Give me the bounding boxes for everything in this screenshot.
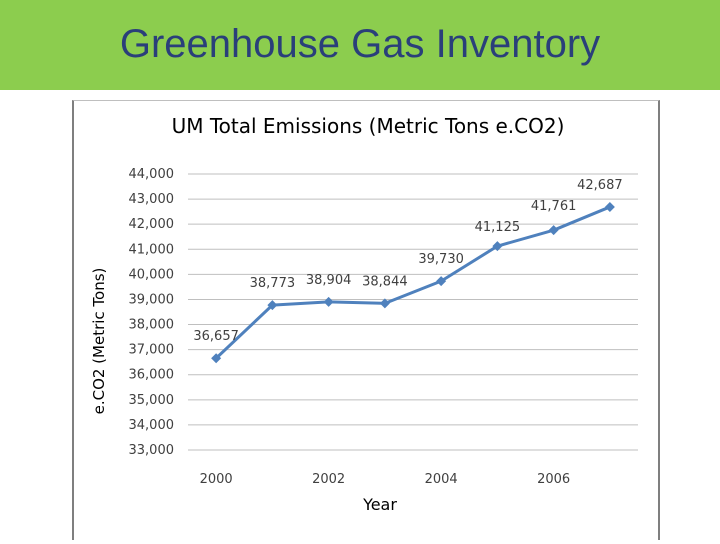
data-points	[211, 201, 615, 364]
y-tick-label: 42,000	[129, 217, 175, 232]
data-label: 41,761	[531, 199, 577, 214]
data-label: 38,773	[250, 276, 296, 291]
data-label: 38,844	[362, 274, 408, 289]
data-point-marker	[604, 201, 615, 212]
chart-title: UM Total Emissions (Metric Tons e.CO2)	[172, 114, 565, 138]
y-tick-label: 41,000	[129, 242, 175, 257]
y-tick-label: 33,000	[129, 443, 175, 458]
y-tick-label: 36,000	[129, 368, 175, 383]
gridlines	[188, 173, 638, 451]
x-tick-label: 2006	[537, 472, 570, 487]
data-point-marker	[492, 241, 503, 252]
x-tick-label: 2000	[200, 472, 233, 487]
data-point-marker	[379, 298, 390, 309]
y-tick-label: 38,000	[129, 318, 175, 333]
y-tick-label: 34,000	[129, 418, 175, 433]
x-tick-label: 2004	[425, 472, 458, 487]
data-point-marker	[323, 296, 334, 307]
x-tick-labels: 2000 2002 2004 2006	[200, 472, 571, 487]
data-label: 42,687	[577, 178, 623, 193]
data-label: 39,730	[418, 252, 464, 267]
x-tick-label: 2002	[312, 472, 345, 487]
slide-title: Greenhouse Gas Inventory	[119, 22, 601, 66]
y-tick-label: 43,000	[129, 192, 175, 207]
y-tick-label: 44,000	[129, 167, 175, 182]
data-point-marker	[436, 276, 447, 287]
x-axis-label: Year	[362, 495, 397, 514]
y-tick-label: 40,000	[129, 267, 175, 282]
data-point-marker	[548, 225, 559, 236]
data-label: 38,904	[306, 273, 352, 288]
data-label: 36,657	[193, 329, 239, 344]
y-tick-labels: 33,000 34,000 35,000 36,000 37,000 38,000 39,0…	[129, 167, 175, 458]
y-tick-label: 39,000	[129, 292, 175, 307]
y-axis-label: e.CO2 (Metric Tons)	[90, 268, 108, 415]
data-point-marker	[267, 300, 278, 311]
y-tick-label: 35,000	[129, 393, 175, 408]
emissions-line-chart: UM Total Emissions (Metric Tons e.CO2) 3…	[90, 114, 638, 514]
data-label: 41,125	[475, 220, 521, 235]
chart-frame: UM Total Emissions (Metric Tons e.CO2) 3…	[72, 100, 660, 540]
title-bar	[0, 0, 720, 90]
data-point-marker	[211, 353, 222, 364]
y-tick-label: 37,000	[129, 343, 175, 358]
series-line	[215, 205, 611, 360]
data-labels: 36,657 38,773 38,904 38,844 39,730 41,125 41,7…	[193, 178, 622, 344]
